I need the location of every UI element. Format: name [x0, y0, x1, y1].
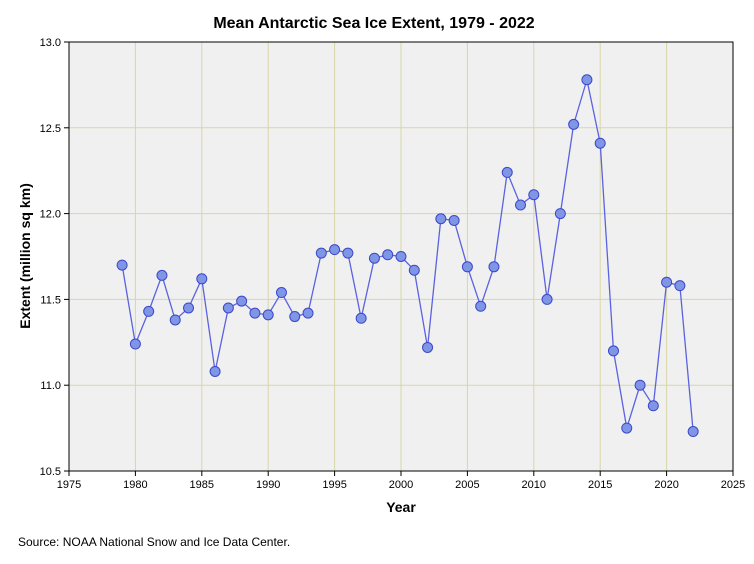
data-point-1982 [156, 269, 168, 281]
data-point-1989 [249, 307, 261, 319]
x-tick-label: 2025 [721, 479, 745, 491]
data-point-2016 [607, 345, 619, 357]
y-tick-label: 13.0 [40, 37, 61, 49]
y-tick-label: 12.0 [40, 209, 61, 221]
x-tick-label: 1990 [256, 479, 280, 491]
data-point-1995 [329, 244, 341, 256]
data-point-2009 [515, 199, 527, 211]
grid-lines [69, 42, 733, 471]
data-point-2018 [634, 379, 646, 391]
data-point-2006 [475, 300, 487, 312]
y-tick-label: 11.5 [40, 294, 61, 306]
y-axis: 10.5 11.0 11.5 12.0 12.5 13.0 [40, 37, 69, 478]
x-tick-label: 2015 [588, 479, 612, 491]
source-note: Source: NOAA National Snow and Ice Data … [18, 535, 290, 549]
data-point-1988 [236, 295, 248, 307]
data-point-2017 [621, 422, 633, 434]
data-point-2011 [541, 293, 553, 305]
data-point-2007 [488, 261, 500, 273]
y-axis-label: Extent (million sq km) [17, 183, 33, 328]
data-point-1997 [355, 312, 367, 324]
data-point-2014 [581, 74, 593, 86]
data-point-2003 [435, 213, 447, 225]
data-point-2001 [408, 264, 420, 276]
data-point-2013 [568, 118, 580, 130]
data-point-1994 [315, 247, 327, 259]
data-point-1993 [302, 307, 314, 319]
x-tick-label: 2020 [654, 479, 678, 491]
data-point-2021 [674, 280, 686, 292]
x-tick-label: 2005 [455, 479, 479, 491]
data-point-2022 [687, 426, 699, 438]
x-tick-label: 1995 [322, 479, 346, 491]
data-point-1984 [183, 302, 195, 314]
data-point-2005 [461, 261, 473, 273]
data-point-1990 [262, 309, 274, 321]
data-point-2015 [594, 137, 606, 149]
data-point-1979 [116, 259, 128, 271]
x-axis-label: Year [386, 499, 416, 515]
data-point-2012 [554, 208, 566, 220]
data-point-1981 [143, 305, 155, 317]
data-point-2008 [501, 166, 513, 178]
data-point-2002 [422, 341, 434, 353]
x-tick-label: 1985 [190, 479, 214, 491]
data-point-1991 [275, 287, 287, 299]
y-tick-label: 12.5 [40, 123, 61, 135]
x-tick-label: 1975 [57, 479, 81, 491]
chart-title: Mean Antarctic Sea Ice Extent, 1979 - 20… [213, 15, 534, 32]
x-tick-label: 1980 [123, 479, 147, 491]
y-tick-label: 10.5 [40, 466, 61, 478]
x-tick-label: 2000 [389, 479, 413, 491]
data-point-1996 [342, 247, 354, 259]
data-point-2020 [661, 276, 673, 288]
data-point-1983 [169, 314, 181, 326]
data-points [116, 74, 699, 438]
data-point-1999 [382, 249, 394, 261]
x-tick-label: 2010 [522, 479, 546, 491]
data-point-2019 [647, 400, 659, 412]
data-point-1986 [209, 365, 221, 377]
data-point-1987 [222, 302, 234, 314]
y-tick-label: 11.0 [40, 380, 61, 392]
data-point-2004 [448, 214, 460, 226]
data-point-1980 [129, 338, 141, 350]
data-point-1998 [368, 252, 380, 264]
x-axis: 1975 1980 1985 1990 1995 2000 2005 2010 2015 2020… [57, 471, 745, 491]
data-point-1992 [289, 311, 301, 323]
series-line-extent [121, 79, 694, 432]
data-point-2000 [395, 251, 407, 262]
data-point-2010 [528, 189, 540, 201]
data-point-1985 [196, 273, 208, 285]
